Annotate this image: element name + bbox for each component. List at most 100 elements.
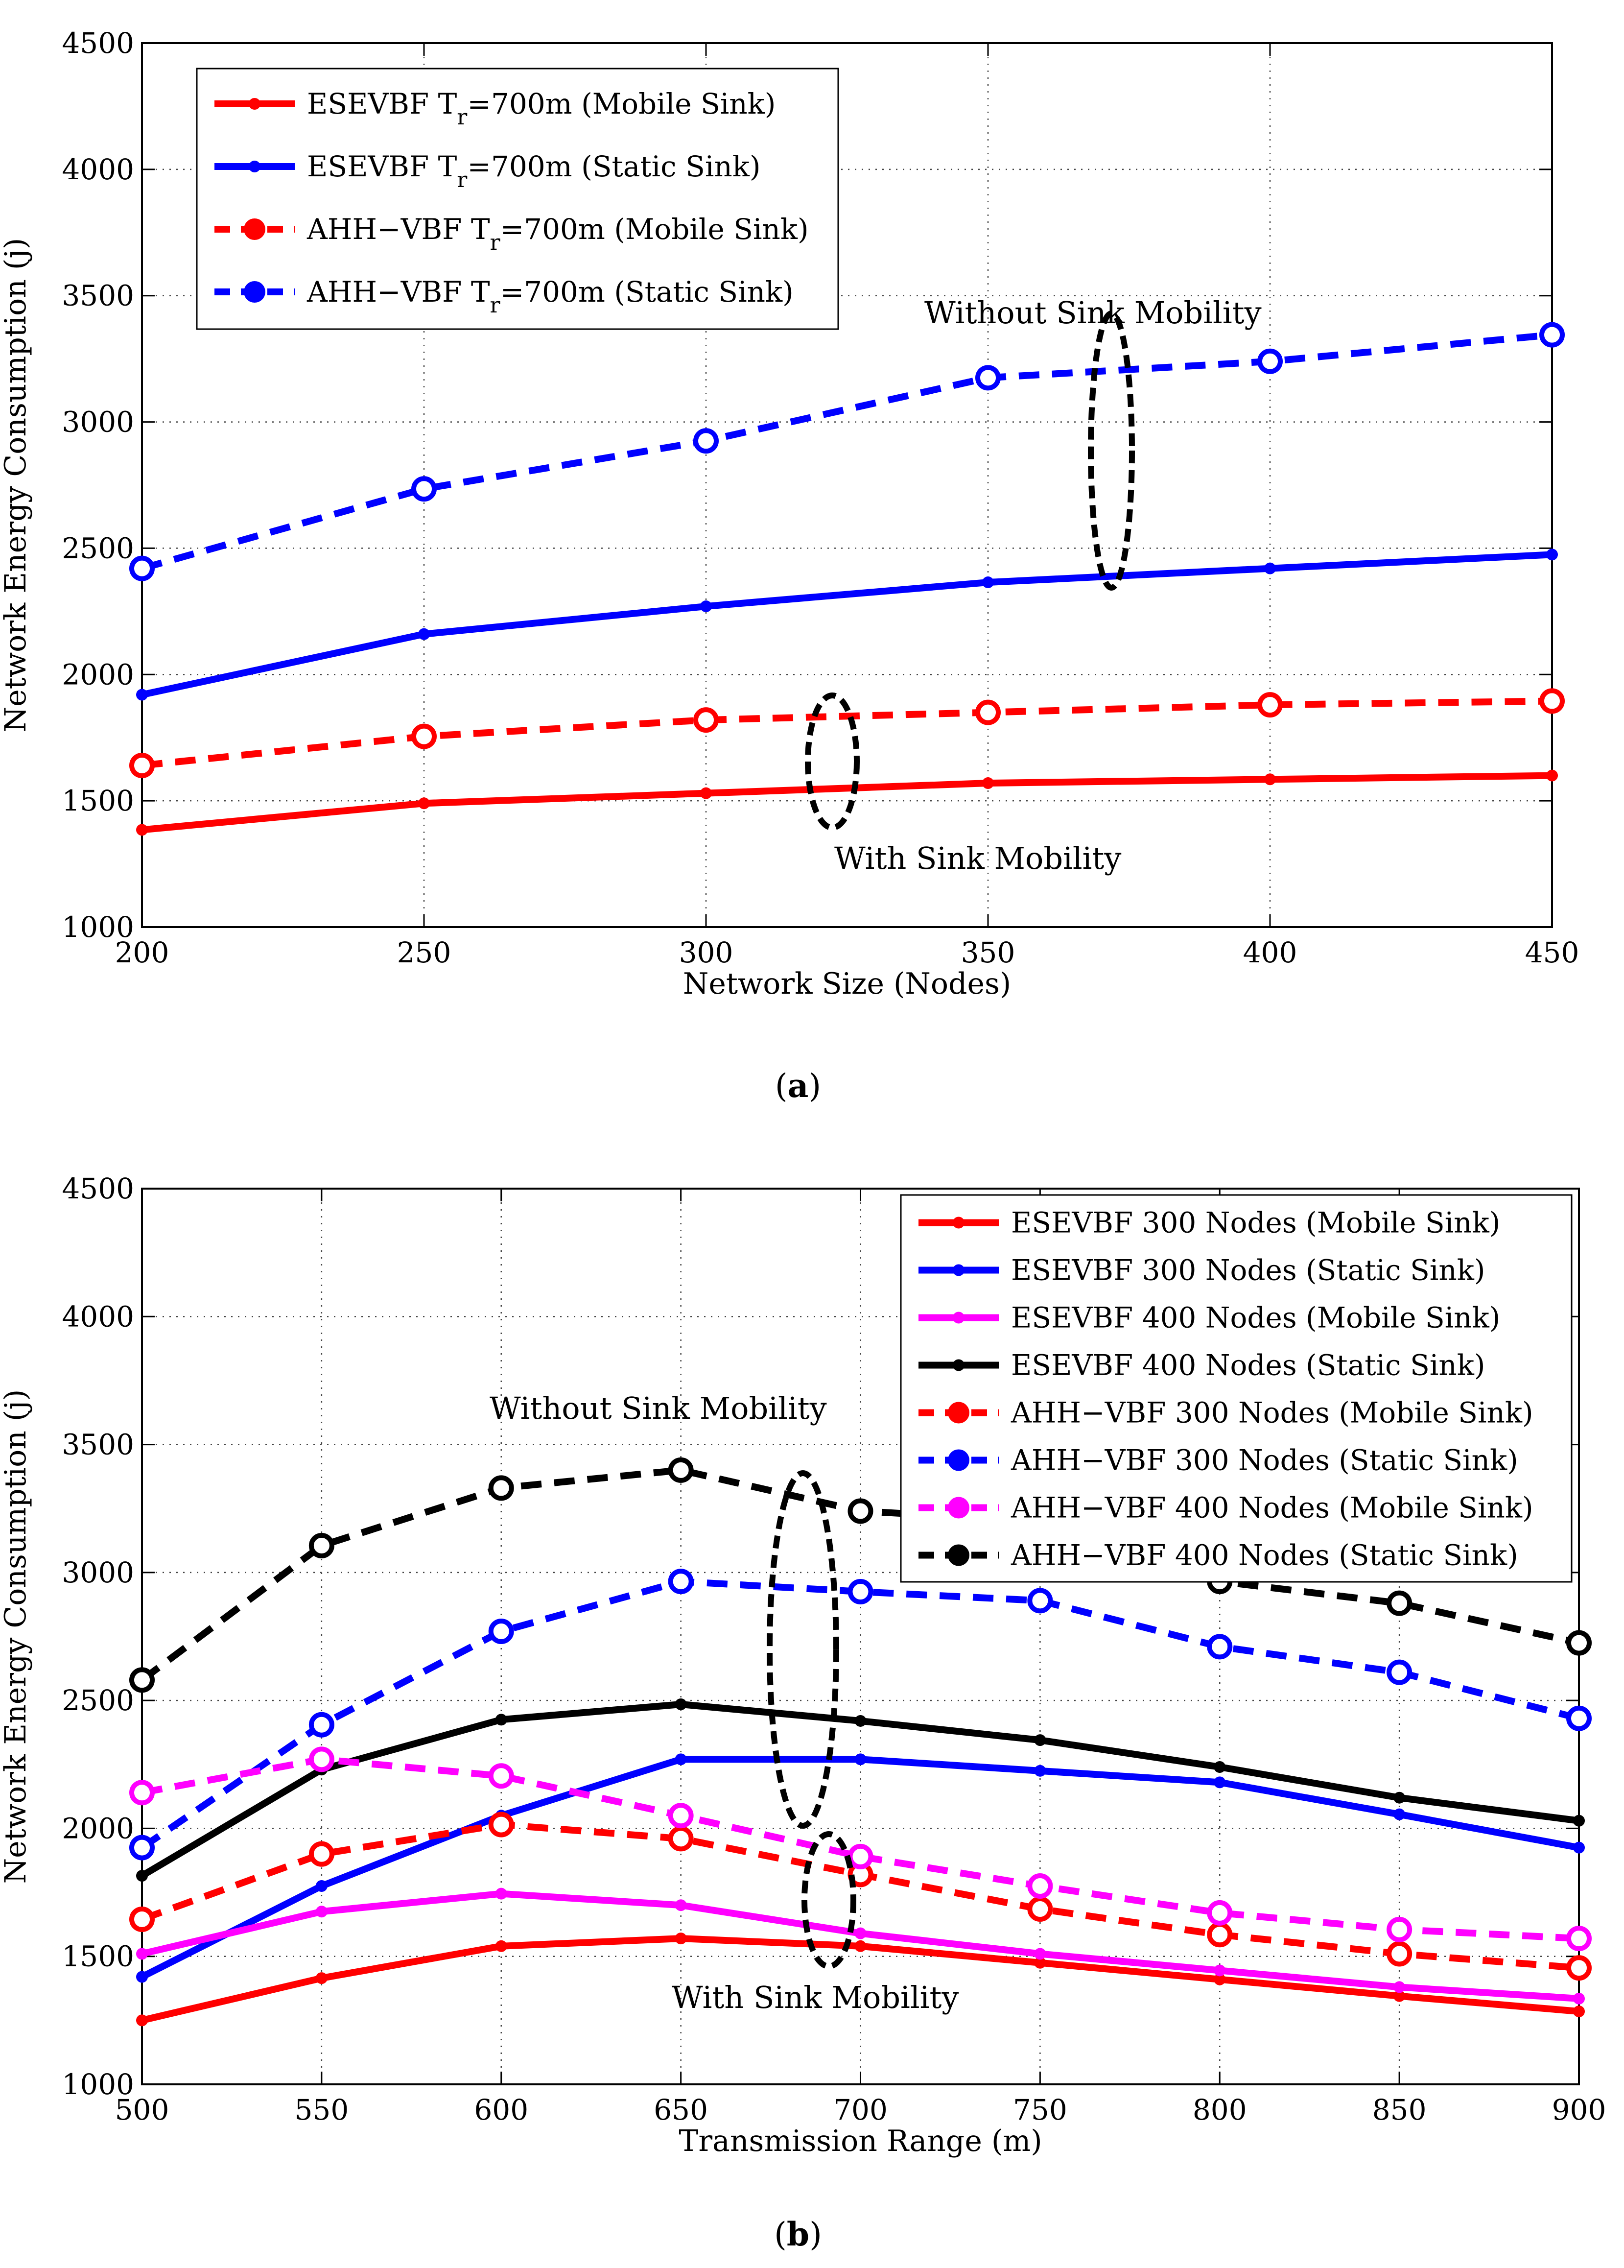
legend: ESEVBF Tr=700m (Mobile Sink)ESEVBF Tr=70… bbox=[196, 68, 839, 330]
data-point bbox=[975, 699, 1001, 725]
legend-label-text: ESEVBF 300 Nodes (Mobile Sink) bbox=[1011, 1206, 1500, 1240]
series-line bbox=[141, 1756, 1579, 1942]
data-point bbox=[129, 1906, 155, 1932]
data-point bbox=[847, 1498, 873, 1524]
y-tick-label: 4500 bbox=[62, 1172, 134, 1205]
legend-swatch-marker bbox=[953, 1312, 965, 1324]
x-tick-label: 350 bbox=[961, 936, 1015, 969]
x-tick-label: 300 bbox=[679, 936, 733, 969]
x-axis-label: Network Size (Nodes) bbox=[683, 967, 1011, 1001]
data-point bbox=[1034, 1957, 1046, 1969]
data-point bbox=[847, 1579, 873, 1605]
legend-swatch-marker bbox=[249, 98, 260, 110]
legend-label-text: AHH−VBF T bbox=[306, 275, 490, 309]
x-tick-label: 250 bbox=[397, 936, 451, 969]
data-point bbox=[1393, 1791, 1406, 1804]
data-point bbox=[1214, 1973, 1226, 1985]
x-tick-label: 900 bbox=[1552, 2093, 1606, 2126]
data-point bbox=[1034, 1948, 1046, 1960]
data-point bbox=[136, 1870, 148, 1882]
data-point bbox=[1264, 562, 1276, 574]
y-tick-label: 1000 bbox=[62, 910, 134, 944]
y-tick-label: 3000 bbox=[62, 1556, 134, 1589]
data-point bbox=[1034, 1734, 1046, 1746]
legend-label: AHH−VBF 400 Nodes (Static Sink) bbox=[1011, 1539, 1518, 1572]
y-tick-label: 1500 bbox=[62, 1940, 134, 1973]
data-point bbox=[488, 1475, 514, 1501]
legend-label: AHH−VBF Tr=700m (Mobile Sink) bbox=[306, 213, 809, 255]
data-point bbox=[1387, 1590, 1412, 1616]
legend-box bbox=[900, 1194, 1573, 1583]
data-point bbox=[1207, 1634, 1233, 1660]
data-point bbox=[129, 1780, 155, 1806]
legend-label-text: ESEVBF T bbox=[307, 87, 457, 120]
x-tick-label: 550 bbox=[295, 2093, 349, 2126]
data-point bbox=[308, 1712, 334, 1738]
data-point bbox=[308, 1841, 334, 1867]
data-point bbox=[495, 1940, 507, 1952]
series-5 bbox=[129, 1812, 1592, 1981]
caption-paren-open: ( bbox=[774, 2216, 787, 2253]
x-tick-label: 600 bbox=[474, 2093, 528, 2126]
series-3 bbox=[136, 1887, 1585, 2005]
legend-label-text: AHH−VBF T bbox=[306, 213, 490, 246]
data-point bbox=[668, 1569, 694, 1595]
caption-paren-open: ( bbox=[775, 1067, 788, 1105]
data-point bbox=[488, 1812, 514, 1838]
caption-letter: a bbox=[788, 1067, 809, 1105]
data-point bbox=[136, 1971, 148, 1983]
legend-label-text: ESEVBF 400 Nodes (Static Sink) bbox=[1011, 1349, 1485, 1382]
y-axis-label: Network Energy Consumption (j) bbox=[0, 1389, 33, 1884]
annotation-ellipse bbox=[767, 1470, 839, 1829]
legend-label: AHH−VBF Tr=700m (Static Sink) bbox=[306, 275, 794, 318]
data-point bbox=[982, 576, 994, 589]
data-point bbox=[1539, 688, 1565, 714]
data-point bbox=[1214, 1964, 1226, 1977]
legend-label-text: AHH−VBF 400 Nodes (Static Sink) bbox=[1011, 1539, 1518, 1572]
annotation-text: Without Sink Mobility bbox=[924, 295, 1262, 331]
annotation-ellipse bbox=[805, 692, 860, 831]
legend-label-text: AHH−VBF 400 Nodes (Mobile Sink) bbox=[1011, 1491, 1533, 1525]
data-point bbox=[1034, 1765, 1046, 1777]
data-point bbox=[315, 1972, 328, 1984]
data-point bbox=[129, 1835, 155, 1861]
legend-label-text: AHH−VBF 300 Nodes (Mobile Sink) bbox=[1011, 1396, 1533, 1430]
caption-paren-close: ) bbox=[808, 1067, 821, 1105]
y-tick-label: 1000 bbox=[62, 2068, 134, 2101]
x-tick-label: 850 bbox=[1372, 2093, 1427, 2126]
data-point bbox=[1573, 2005, 1585, 2018]
data-point bbox=[854, 1940, 867, 1952]
legend-label: ESEVBF 300 Nodes (Mobile Sink) bbox=[1011, 1206, 1500, 1240]
legend-label-subscript: r bbox=[490, 293, 501, 318]
chart-a: 200 250 300 350 400 450 1000 1500 2000 2500 3000 35… bbox=[0, 26, 1579, 1105]
legend: ESEVBF 300 Nodes (Mobile Sink) ESEVBF 300… bbox=[900, 1194, 1573, 1583]
data-point bbox=[975, 365, 1001, 391]
series-line bbox=[141, 331, 1553, 572]
data-point bbox=[1573, 1814, 1585, 1827]
x-tick-label: 500 bbox=[115, 2093, 169, 2126]
data-point bbox=[675, 1933, 687, 1945]
data-point bbox=[693, 707, 719, 733]
series-line bbox=[141, 697, 1553, 769]
annotation-ellipse bbox=[1088, 310, 1135, 591]
data-point bbox=[1566, 1705, 1592, 1731]
legend-label: AHH−VBF 300 Nodes (Static Sink) bbox=[1011, 1444, 1518, 1477]
data-point bbox=[1214, 1761, 1226, 1773]
data-point bbox=[495, 1714, 507, 1726]
legend-swatch-marker bbox=[953, 1217, 965, 1229]
annotation-text: Without Sink Mobility bbox=[490, 1390, 827, 1426]
data-point bbox=[129, 752, 155, 778]
data-point bbox=[308, 1532, 334, 1558]
legend-box bbox=[196, 68, 839, 330]
data-point bbox=[675, 1899, 687, 1911]
y-tick-label: 4000 bbox=[62, 1300, 134, 1333]
data-point bbox=[1573, 1992, 1585, 2005]
data-point bbox=[1387, 1916, 1412, 1942]
data-point bbox=[136, 824, 148, 836]
data-point bbox=[1257, 692, 1283, 718]
axes-box bbox=[141, 42, 1553, 928]
legend-swatch-marker bbox=[953, 1359, 965, 1371]
data-point bbox=[1387, 1941, 1412, 1967]
data-point bbox=[700, 600, 712, 613]
data-point bbox=[315, 1906, 328, 1918]
